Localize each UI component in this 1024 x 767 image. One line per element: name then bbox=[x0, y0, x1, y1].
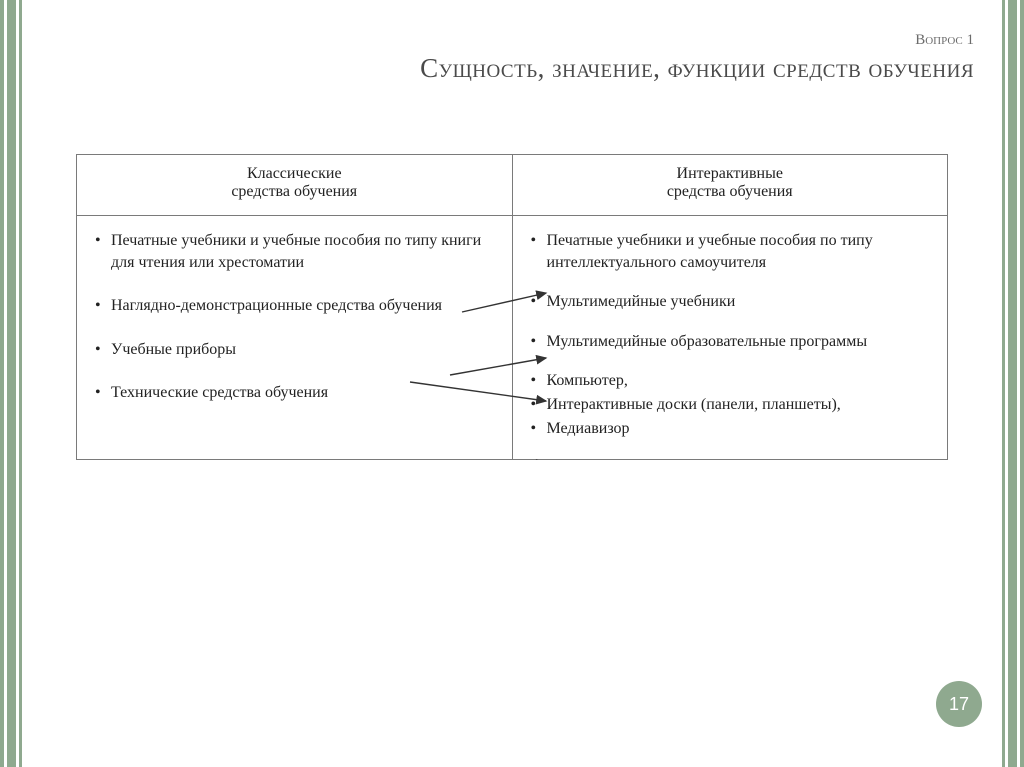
left-rail bbox=[0, 0, 22, 767]
page-number: 17 bbox=[949, 694, 969, 715]
col-header-left: Классическиесредства обучения bbox=[77, 155, 513, 216]
slide-title: Сущность, значение, функции средств обуч… bbox=[46, 53, 974, 84]
list-item: Печатные учебники и учебные пособия по т… bbox=[531, 230, 930, 273]
right-rail bbox=[1002, 0, 1024, 767]
list-item: Технические средства обучения bbox=[95, 382, 494, 404]
left-items-list: Печатные учебники и учебные пособия по т… bbox=[95, 230, 494, 404]
list-item: Компьютер, bbox=[531, 370, 930, 392]
rail-stripe bbox=[7, 0, 16, 767]
slide-content: Вопрос 1 Сущность, значение, функции сре… bbox=[22, 0, 1002, 767]
cell-left: Печатные учебники и учебные пособия по т… bbox=[77, 216, 513, 460]
rail-stripe bbox=[1008, 0, 1017, 767]
list-item: Мультимедийные образовательные программы bbox=[531, 331, 930, 353]
page-number-badge: 17 bbox=[936, 681, 982, 727]
cell-right: Печатные учебники и учебные пособия по т… bbox=[512, 216, 948, 460]
list-item: Печатные учебники и учебные пособия по т… bbox=[95, 230, 494, 273]
list-item: Медиавизор bbox=[531, 418, 930, 440]
list-item: Учебные приборы bbox=[95, 339, 494, 361]
slide-subtitle: Вопрос 1 bbox=[46, 32, 974, 49]
right-items-list: Печатные учебники и учебные пособия по т… bbox=[531, 230, 930, 439]
comparison-table: Классическиесредства обучения Интерактив… bbox=[76, 154, 948, 460]
rail-stripe bbox=[1020, 0, 1024, 767]
list-item: Интерактивные доски (панели, планшеты), bbox=[531, 394, 930, 416]
col-header-right: Интерактивныесредства обучения bbox=[512, 155, 948, 216]
list-item: Наглядно-демонстрационные средства обуче… bbox=[95, 295, 494, 317]
list-item: Мультимедийные учебники bbox=[531, 291, 930, 313]
comparison-table-wrap: Классическиесредства обучения Интерактив… bbox=[76, 154, 948, 460]
